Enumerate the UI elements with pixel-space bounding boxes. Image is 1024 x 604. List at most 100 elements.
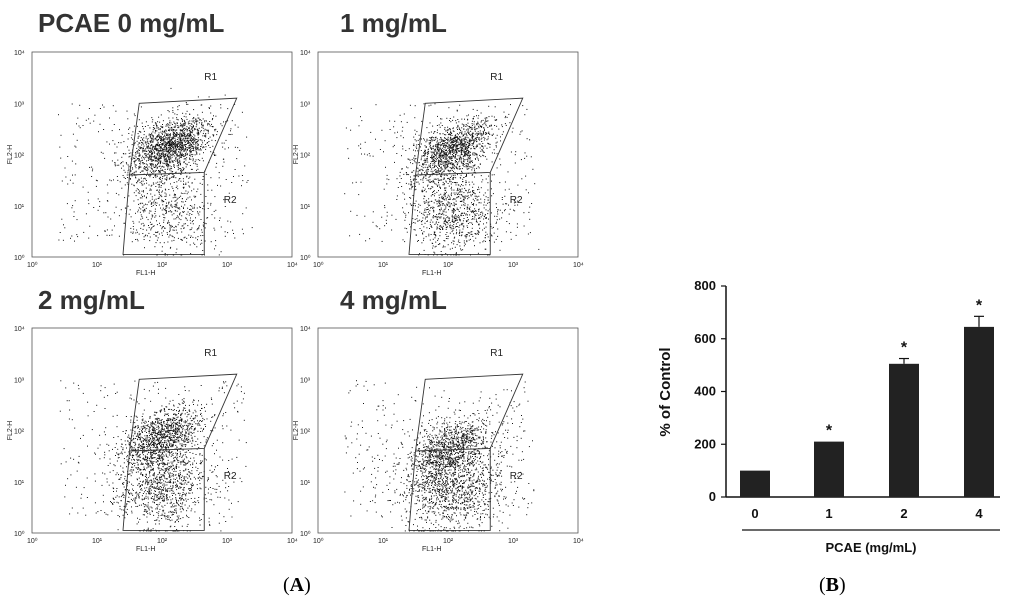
gate-label-r1: R1 (490, 348, 503, 359)
dot-plot-4: 4 mg/mL R1 R2 10⁰ 10¹ 10² 10³ 10⁴ 10⁰ 10¹ 10² 10³ 10… (293, 285, 584, 553)
y-tick-label: 10¹ (14, 204, 25, 211)
dot-cloud (344, 380, 535, 532)
x-tick-label: 10³ (508, 538, 519, 545)
significance-marker: * (976, 297, 983, 314)
gate-r2 (122, 172, 205, 255)
plot-title: 2 mg/mL (38, 285, 145, 315)
dot-plot-2: 1 mg/mL R1 R2 10⁰ 10¹ 10² 10³ 10⁴ 10⁰ 10¹ 10² 10³ 10… (293, 8, 584, 277)
y-tick-label: 10⁴ (300, 326, 311, 333)
y-tick-label: 10³ (300, 101, 311, 108)
dot-cloud (59, 380, 247, 532)
x-tick-label: 10² (443, 262, 454, 269)
y-tick-label: 200 (694, 436, 716, 451)
plot-title: PCAE 0 mg/mL (38, 8, 224, 38)
y-tick-label: 400 (694, 384, 716, 399)
y-tick-label: 10² (300, 429, 311, 436)
y-axis-label: FL2-H (7, 145, 14, 164)
x-tick-label: 10¹ (378, 262, 389, 269)
gate-label-r2: R2 (224, 471, 237, 482)
dot-cloud (58, 87, 253, 256)
gate-r2 (408, 448, 491, 531)
y-axis-label: FL2-H (7, 421, 14, 440)
dot-cloud (344, 103, 540, 256)
plot-title: 1 mg/mL (340, 8, 447, 38)
y-tick-label: 10⁴ (14, 326, 25, 333)
x-tick-label: 10⁰ (313, 261, 324, 269)
significance-marker: * (826, 423, 833, 440)
x-tick-label: 10⁴ (287, 262, 298, 269)
x-tick-label: 10¹ (378, 538, 389, 545)
x-tick-label: 1 (825, 506, 832, 521)
gate-label-r1: R1 (490, 72, 503, 83)
x-tick-label: 10⁰ (27, 537, 38, 545)
plot-frame (31, 51, 293, 258)
x-axis-label: FL1-H (422, 546, 441, 553)
gate-label-r2: R2 (510, 471, 523, 482)
x-tick-label: 4 (975, 506, 983, 521)
bar-2 (889, 363, 919, 497)
x-tick-label: 10⁰ (313, 537, 324, 545)
gate-label-r2: R2 (510, 195, 523, 206)
x-axis-label: FL1-H (136, 270, 155, 277)
x-tick-label: 10¹ (92, 262, 103, 269)
bar-4 (964, 326, 994, 497)
y-tick-label: 10⁰ (300, 530, 311, 538)
y-tick-label: 10¹ (300, 204, 311, 211)
y-axis-label: FL2-H (293, 421, 300, 440)
significance-marker: * (901, 340, 908, 357)
y-tick-label: 10² (300, 153, 311, 160)
x-tick-label: 10⁰ (27, 261, 38, 269)
y-tick-label: 10² (14, 429, 25, 436)
y-tick-label: 10³ (14, 377, 25, 384)
gate-r1 (414, 97, 524, 176)
x-tick-label: 0 (751, 506, 758, 521)
y-tick-label: 10¹ (14, 480, 25, 487)
y-axis-label: FL2-H (293, 145, 300, 164)
plot-frame (31, 327, 293, 534)
x-tick-label: 10⁴ (573, 538, 584, 545)
dot-plot-1: PCAE 0 mg/mL R1 R2 10⁰ 10¹ 10² 10³ 10⁴ 10⁰ 10¹ 10²… (7, 8, 298, 277)
y-tick-label: 10⁴ (14, 50, 25, 57)
plot-frame (317, 327, 579, 534)
y-tick-label: 10⁰ (14, 530, 25, 538)
gate-r1 (414, 373, 524, 452)
gate-r1 (128, 373, 238, 452)
y-tick-label: 10⁰ (300, 254, 311, 262)
plot-title: 4 mg/mL (340, 285, 447, 315)
x-axis-label: FL1-H (422, 270, 441, 277)
caption-panel-a: (A) (283, 574, 311, 596)
x-tick-label: 10² (443, 538, 454, 545)
y-tick-label: 10⁰ (14, 254, 25, 262)
gate-label-r1: R1 (204, 72, 217, 83)
x-tick-label: 10³ (508, 262, 519, 269)
x-tick-label: 10² (157, 538, 168, 545)
x-axis-label: PCAE (mg/mL) (826, 540, 917, 555)
x-axis-label: FL1-H (136, 546, 155, 553)
y-tick-label: 10³ (300, 377, 311, 384)
gate-label-r1: R1 (204, 348, 217, 359)
x-tick-label: 10⁴ (287, 538, 298, 545)
x-tick-label: 10¹ (92, 538, 103, 545)
bar-1 (814, 441, 844, 497)
x-tick-label: 10⁴ (573, 262, 584, 269)
plot-frame (317, 51, 579, 258)
y-tick-label: 0 (709, 489, 716, 504)
y-tick-label: 10¹ (300, 480, 311, 487)
y-tick-label: 800 (694, 278, 716, 293)
x-tick-label: 10³ (222, 262, 233, 269)
x-tick-label: 10³ (222, 538, 233, 545)
bar-chart: 0 200 400 600 800 0 * 1 * 2 * 4 PCAE (mg/mL) % of Con… (657, 278, 1000, 555)
caption-panel-b: (B) (819, 574, 846, 596)
bar-0 (740, 470, 770, 497)
gate-r2 (408, 172, 491, 255)
dot-plot-3: 2 mg/mL R1 R2 10⁰ 10¹ 10² 10³ 10⁴ 10⁰ 10¹ 10² 10³ 10… (7, 285, 298, 553)
gate-r2 (122, 448, 205, 531)
y-tick-label: 10⁴ (300, 50, 311, 57)
x-tick-label: 10² (157, 262, 168, 269)
gate-r1 (128, 97, 238, 176)
y-tick-label: 600 (694, 331, 716, 346)
x-tick-label: 2 (900, 506, 907, 521)
gate-label-r2: R2 (224, 195, 237, 206)
y-tick-label: 10³ (14, 101, 25, 108)
